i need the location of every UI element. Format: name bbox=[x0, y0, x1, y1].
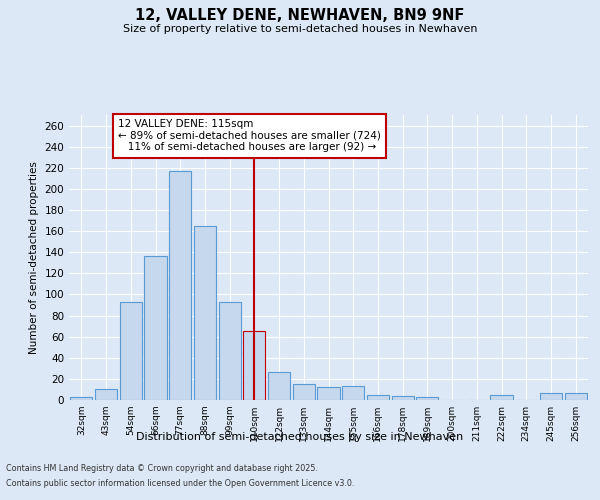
Text: 12 VALLEY DENE: 115sqm
← 89% of semi-detached houses are smaller (724)
   11% of: 12 VALLEY DENE: 115sqm ← 89% of semi-det… bbox=[118, 120, 381, 152]
Bar bbox=[218, 302, 241, 400]
Text: Size of property relative to semi-detached houses in Newhaven: Size of property relative to semi-detach… bbox=[123, 24, 477, 34]
Bar bbox=[293, 384, 315, 400]
Bar bbox=[194, 226, 216, 400]
Bar bbox=[95, 390, 117, 400]
Y-axis label: Number of semi-detached properties: Number of semi-detached properties bbox=[29, 161, 39, 354]
Text: Contains public sector information licensed under the Open Government Licence v3: Contains public sector information licen… bbox=[6, 479, 355, 488]
Bar bbox=[392, 396, 414, 400]
Bar bbox=[416, 397, 439, 400]
Bar bbox=[565, 392, 587, 400]
Bar bbox=[243, 332, 265, 400]
Bar bbox=[169, 171, 191, 400]
Bar bbox=[367, 394, 389, 400]
Text: Contains HM Land Registry data © Crown copyright and database right 2025.: Contains HM Land Registry data © Crown c… bbox=[6, 464, 318, 473]
Text: 12, VALLEY DENE, NEWHAVEN, BN9 9NF: 12, VALLEY DENE, NEWHAVEN, BN9 9NF bbox=[136, 8, 464, 22]
Bar bbox=[268, 372, 290, 400]
Bar bbox=[342, 386, 364, 400]
Bar bbox=[540, 392, 562, 400]
Bar bbox=[119, 302, 142, 400]
Bar bbox=[490, 394, 512, 400]
Bar bbox=[70, 397, 92, 400]
Text: Distribution of semi-detached houses by size in Newhaven: Distribution of semi-detached houses by … bbox=[136, 432, 464, 442]
Bar bbox=[317, 388, 340, 400]
Bar bbox=[145, 256, 167, 400]
